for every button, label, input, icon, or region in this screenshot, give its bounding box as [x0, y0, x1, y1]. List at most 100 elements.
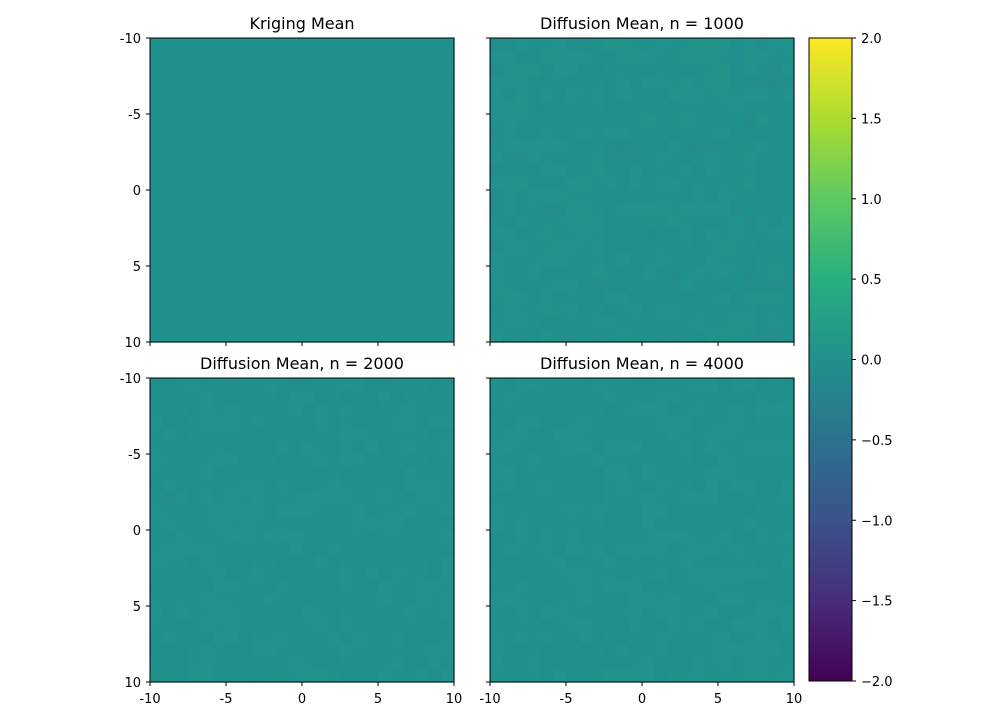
heatmap-cell [553, 631, 567, 645]
heatmap-cell [528, 126, 542, 140]
heatmap-cell [591, 593, 605, 607]
heatmap-cell [743, 177, 757, 191]
heatmap-cell [667, 177, 681, 191]
heatmap-cell [705, 428, 719, 442]
heatmap-cell [226, 152, 240, 166]
panel-title: Diffusion Mean, n = 1000 [540, 14, 744, 33]
heatmap-cell [705, 139, 719, 153]
heatmap-cell [616, 177, 630, 191]
heatmap-cell [150, 656, 164, 670]
heatmap-cell [365, 631, 379, 645]
heatmap-cell [781, 390, 795, 404]
heatmap-cell [515, 618, 529, 632]
heatmap-cell [213, 63, 227, 77]
heatmap-cell [654, 316, 668, 330]
heatmap-cell [150, 215, 164, 229]
heatmap-cell [403, 291, 417, 305]
heatmap-cell [743, 266, 757, 280]
heatmap-cell [692, 177, 706, 191]
heatmap-cell [378, 114, 392, 128]
heatmap-cell [654, 606, 668, 620]
heatmap-cell [781, 164, 795, 178]
heatmap-cell [515, 202, 529, 216]
heatmap-cell [566, 228, 580, 242]
heatmap-cell [390, 555, 404, 569]
heatmap-cell [213, 202, 227, 216]
heatmap-cell [781, 454, 795, 468]
heatmap-cell [340, 253, 354, 267]
heatmap-cell [528, 580, 542, 594]
heatmap-cell [566, 76, 580, 90]
heatmap-cell [289, 593, 303, 607]
y-tick-label: 0 [133, 184, 141, 199]
heatmap-cell [502, 50, 516, 64]
heatmap-cell [200, 88, 214, 102]
heatmap-cell [289, 291, 303, 305]
heatmap-cell [756, 240, 770, 254]
heatmap-cell [264, 190, 278, 204]
heatmap-cell [162, 466, 176, 480]
heatmap-cell [768, 378, 782, 392]
heatmap-cell [416, 101, 430, 115]
heatmap-cell [743, 517, 757, 531]
heatmap-cell [654, 466, 668, 480]
heatmap-cell [705, 378, 719, 392]
heatmap-cell [502, 88, 516, 102]
heatmap-cell [200, 278, 214, 292]
heatmap-cell [667, 517, 681, 531]
heatmap-cell [692, 190, 706, 204]
heatmap-cell [591, 428, 605, 442]
heatmap-cell [200, 101, 214, 115]
heatmap-cell [390, 479, 404, 493]
heatmap-cell [340, 63, 354, 77]
heatmap-cell [718, 441, 732, 455]
heatmap-cell [490, 644, 504, 658]
heatmap-cell [314, 656, 328, 670]
heatmap-cell [642, 542, 656, 556]
heatmap-cell [289, 479, 303, 493]
heatmap-cell [604, 139, 618, 153]
heatmap-cell [264, 240, 278, 254]
heatmap-cell [553, 304, 567, 318]
heatmap-cell [289, 114, 303, 128]
heatmap-cell [150, 278, 164, 292]
heatmap-cell [188, 202, 202, 216]
heatmap-cell [528, 517, 542, 531]
heatmap-cell [654, 190, 668, 204]
heatmap-cell [654, 50, 668, 64]
heatmap-cell [403, 606, 417, 620]
heatmap-cell [150, 202, 164, 216]
heatmap-cell [327, 304, 341, 318]
heatmap-cell [213, 228, 227, 242]
heatmap-cell [604, 517, 618, 531]
heatmap-cell [654, 428, 668, 442]
heatmap-cell [768, 606, 782, 620]
heatmap-cell [718, 466, 732, 480]
heatmap-cell [502, 228, 516, 242]
heatmap-cell [490, 568, 504, 582]
heatmap-cell [591, 202, 605, 216]
heatmap-cell [490, 378, 504, 392]
heatmap-cell [378, 101, 392, 115]
heatmap-cell [213, 291, 227, 305]
heatmap-cell [616, 606, 630, 620]
heatmap-cell [743, 454, 757, 468]
heatmap-cell [150, 390, 164, 404]
heatmap-cell [566, 416, 580, 430]
heatmap-cell [416, 454, 430, 468]
heatmap-cell [327, 278, 341, 292]
heatmap-cell [340, 618, 354, 632]
heatmap-cell [553, 504, 567, 518]
heatmap-cell [251, 38, 265, 52]
heatmap-cell [340, 190, 354, 204]
y-tick-label: -5 [128, 448, 141, 463]
heatmap-cell [441, 530, 455, 544]
heatmap-cell [553, 479, 567, 493]
heatmap-cell [680, 378, 694, 392]
heatmap-cell [226, 555, 240, 569]
colorbar-tick-label: −2.0 [861, 675, 893, 690]
heatmap-cell [162, 618, 176, 632]
heatmap-cell [553, 101, 567, 115]
heatmap-cell [238, 139, 252, 153]
heatmap-cell [515, 631, 529, 645]
